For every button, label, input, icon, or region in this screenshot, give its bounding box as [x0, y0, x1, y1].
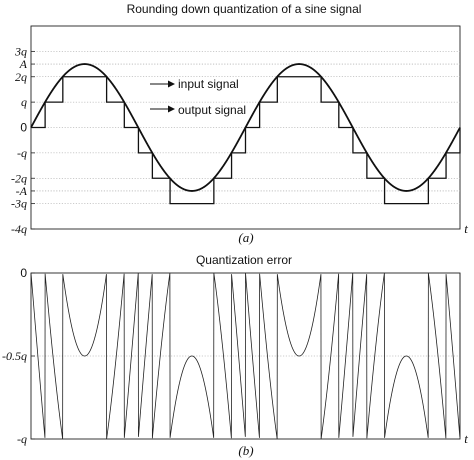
output-signal-arrow-head [168, 105, 175, 113]
chart-a-y-tick-label: -4q [11, 222, 27, 236]
chart-a-y-tick-label: q [21, 95, 27, 109]
chart-a-y-tick-label: -2q [11, 171, 27, 185]
chart-a-caption: (a) [238, 230, 253, 245]
input-signal-annotation: input signal [178, 77, 239, 91]
chart-a-y-tick-label: -A [16, 184, 28, 198]
chart-a-y-tick-label: 3q [14, 44, 27, 58]
chart-b-x-label: t [464, 431, 468, 446]
chart-a-y-tick-label: -3q [11, 197, 27, 211]
quantization-error-line [30, 272, 461, 439]
chart-a-y-tick-label: 2q [15, 70, 27, 84]
chart-b-title: Quantization error [196, 253, 292, 267]
chart-a-x-label: t [464, 221, 468, 236]
chart-b-y-ticks: 0 -0.5q -q [2, 266, 35, 446]
chart-a-y-tick-label: A [19, 57, 28, 71]
input-signal-arrow-head [168, 80, 175, 88]
output-signal-line [31, 76, 461, 205]
chart-b-caption: (b) [238, 443, 253, 458]
chart-a-title: Rounding down quantization of a sine sig… [127, 2, 362, 16]
chart-b-y-tick-label: 0 [20, 266, 27, 280]
chart-b-y-tick-label: -q [17, 432, 27, 446]
output-signal-annotation: output signal [178, 103, 246, 117]
chart-b-y-tick-label: -0.5q [2, 349, 27, 363]
chart-a-y-tick-label: -q [17, 146, 27, 160]
chart-a-y-tick-label: 0 [20, 121, 27, 135]
